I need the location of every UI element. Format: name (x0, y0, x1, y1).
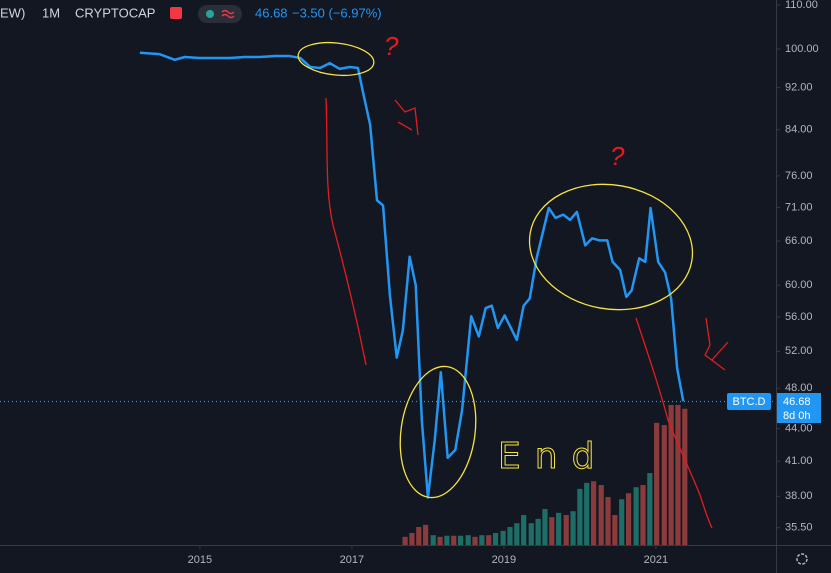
volume-bar (416, 527, 422, 545)
y-tick-label: 76.00 (785, 170, 813, 182)
y-tick-label: 84.00 (785, 124, 813, 136)
volume-bar (619, 499, 625, 545)
volume-bar (654, 422, 660, 545)
y-tick-label: 60.00 (785, 279, 813, 291)
plot (139, 51, 688, 545)
price-tag-name-bg (727, 393, 771, 410)
y-tick-label: 100.00 (785, 43, 819, 55)
volume-bar (486, 535, 492, 545)
volume-bar (437, 536, 443, 545)
volume-bar (612, 515, 618, 545)
volume-bar (507, 527, 513, 545)
x-tick-label: 2019 (492, 554, 516, 566)
last-value: 46.68 (255, 5, 288, 20)
volume-bar (605, 497, 611, 545)
y-tick-label: 38.00 (785, 490, 813, 502)
volume-bar (521, 515, 527, 545)
volume-bar (584, 482, 590, 545)
volume-bar (577, 488, 583, 545)
y-tick-label: 92.00 (785, 82, 813, 94)
annotation: ? (384, 31, 399, 61)
volume-bar (528, 523, 534, 545)
volume-bar (675, 404, 681, 545)
volume-bar (570, 511, 576, 545)
volume-bar (633, 487, 639, 545)
volume-bar (457, 535, 464, 545)
settings-icon[interactable] (796, 553, 808, 565)
change: −3.50 (−6.97%) (292, 5, 382, 20)
volume-bar (682, 408, 688, 545)
volume-bar (423, 524, 429, 545)
status-pill[interactable] (198, 5, 242, 23)
y-tick-label: 71.00 (785, 201, 813, 213)
volume-bar (563, 515, 569, 545)
y-tick-label: 52.00 (785, 345, 813, 357)
volume-bar (465, 535, 471, 545)
volume-bar (542, 509, 548, 545)
red-line (325, 97, 367, 366)
volume-bar (668, 404, 674, 545)
interval: 1M (42, 5, 60, 20)
volume-bar (556, 512, 562, 545)
volume-bar (479, 535, 485, 545)
y-tick-label: 66.00 (785, 235, 813, 247)
source: CRYPTOCAP (75, 5, 155, 20)
circle-drawing (528, 183, 694, 311)
volume-bar (598, 485, 604, 545)
volume-bar (514, 523, 520, 545)
red-arrow (394, 99, 419, 136)
symbol: EW) (0, 5, 25, 20)
price-tag-countdown: 8d 0h (783, 410, 811, 422)
status-dot (206, 10, 214, 18)
annotation: End (498, 436, 608, 477)
red-line (635, 317, 713, 529)
x-tick-label: 2015 (188, 554, 212, 566)
x-tick-label: 2017 (340, 554, 364, 566)
volume-bar (402, 536, 408, 545)
volume-bar (549, 517, 555, 545)
volume-bar (444, 535, 450, 545)
flag-icon[interactable] (170, 7, 182, 19)
volume-bar (472, 536, 478, 545)
volume-bar (625, 493, 632, 545)
volume-bar (535, 518, 541, 545)
volume-bar (647, 473, 653, 545)
price-tag-name: BTC.D (733, 396, 766, 408)
y-tick-label: 35.50 (785, 522, 813, 534)
drawings (0, 41, 776, 529)
volume-bar (430, 535, 436, 545)
circle-drawing (399, 365, 477, 499)
y-tick-label: 48.00 (785, 382, 813, 394)
price-line (139, 51, 685, 499)
volume-bar (451, 535, 457, 545)
annotation: ? (610, 141, 625, 171)
price-tag-value: 46.68 (783, 396, 811, 408)
y-tick-label: 56.00 (785, 311, 813, 323)
y-tick-label: 44.00 (785, 422, 813, 434)
volume-bar (590, 481, 597, 545)
circle-drawing (297, 41, 375, 77)
volume-bar (409, 533, 415, 545)
volume-bar (661, 425, 667, 545)
volume-bar (500, 530, 506, 545)
y-tick-label: 110.00 (785, 0, 818, 11)
y-tick-label: 41.00 (785, 455, 813, 467)
red-arrow (704, 317, 729, 371)
status-icon (221, 9, 235, 19)
price-tag-bg (777, 393, 821, 423)
volume-bar (492, 533, 499, 545)
x-tick-label: 2021 (644, 554, 668, 566)
volume-bar (640, 485, 646, 545)
